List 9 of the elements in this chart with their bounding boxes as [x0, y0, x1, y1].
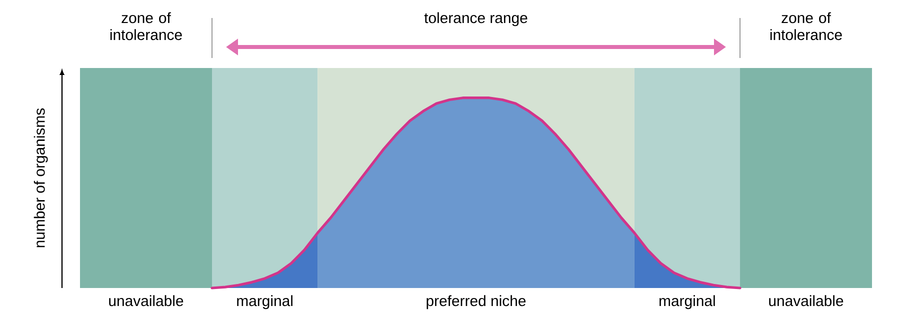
text: zone of intolerance [110, 12, 182, 40]
text: tolerance range [424, 12, 528, 26]
x-tick-label: unavailable [769, 295, 844, 306]
x-tick-label: marginal [237, 295, 292, 310]
x-tick-label: marginal [660, 295, 715, 310]
y-axis-title: number of organisms [34, 108, 48, 248]
text: zone of intolerance [770, 12, 842, 40]
x-tick-label: preferred niche [426, 295, 526, 310]
x-tick-label: unavailable [109, 295, 184, 306]
